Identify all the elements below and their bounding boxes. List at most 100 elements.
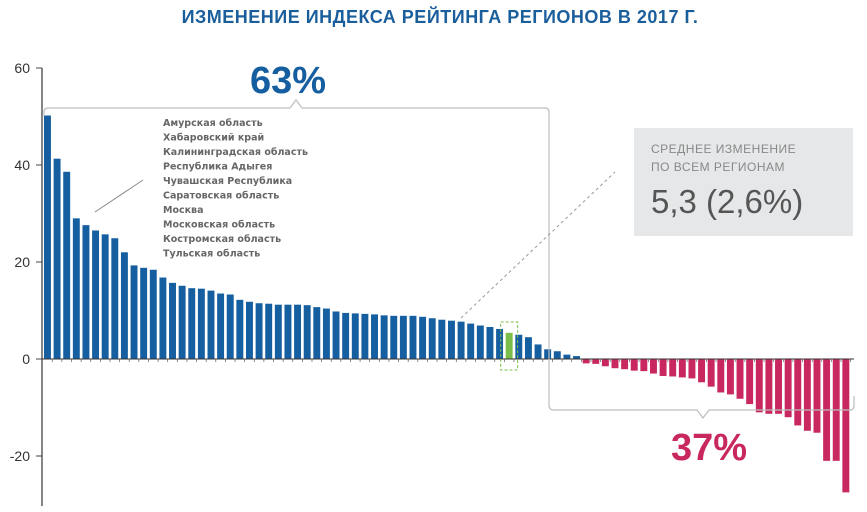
region-label: Московская область [163, 220, 275, 231]
bar [573, 356, 580, 359]
bar [448, 320, 455, 359]
bar [630, 359, 638, 371]
region-label: Саратовская область [163, 191, 279, 202]
bar [650, 359, 657, 374]
bar-average-highlight [505, 332, 513, 359]
bar [707, 359, 715, 387]
bar [207, 290, 215, 359]
bar [486, 326, 494, 359]
bar [111, 238, 119, 359]
top-regions-list: Амурская область Хабаровский край Калини… [163, 118, 308, 260]
x-tick-marks [51, 359, 852, 362]
bar [678, 359, 686, 378]
bar [467, 323, 475, 359]
bar [361, 313, 369, 359]
bar [746, 359, 754, 405]
region-label: Хабаровский край [163, 133, 264, 144]
bar [140, 267, 148, 359]
average-label-line2: ПО ВСЕМ РЕГИОНАМ [651, 160, 785, 174]
bar [284, 304, 292, 359]
bar [438, 319, 446, 359]
negative-share-label: 37% [671, 427, 747, 469]
bar [44, 115, 51, 359]
y-tick-label-20: 20 [14, 254, 30, 270]
bar [178, 285, 186, 359]
bar [563, 354, 571, 359]
positive-bracket [43, 99, 550, 359]
bar [688, 359, 696, 379]
top-regions-pointer [94, 179, 144, 213]
bar [371, 314, 378, 359]
bar [717, 359, 725, 393]
bar [313, 307, 321, 359]
bar [842, 359, 850, 493]
bar [130, 265, 138, 359]
bar [457, 321, 465, 359]
bar [380, 315, 388, 359]
bar [351, 313, 359, 359]
bar [332, 311, 340, 359]
bar [534, 344, 542, 359]
bar [72, 218, 80, 359]
bar [669, 359, 677, 377]
bar [274, 304, 282, 359]
bar [794, 359, 802, 426]
bar [659, 359, 667, 376]
bar [120, 252, 128, 359]
bar [582, 359, 590, 364]
bar [601, 359, 609, 367]
positive-share-label: 63% [250, 60, 326, 102]
bar [226, 294, 234, 359]
y-tick-label-minus20: -20 [10, 448, 30, 464]
bar [755, 359, 763, 413]
bar [255, 303, 263, 359]
y-axis: 60 40 20 0 -20 [10, 60, 43, 506]
bar [621, 359, 629, 370]
region-label: Республика Адыгея [163, 162, 272, 173]
bar [53, 158, 61, 359]
bar [217, 293, 225, 359]
bar [476, 325, 484, 359]
region-label: Москва [163, 205, 203, 216]
bar [611, 359, 619, 369]
bars-group [44, 115, 850, 493]
bar [390, 315, 398, 359]
bar [169, 282, 176, 359]
bar [640, 359, 648, 372]
average-pointer-line [460, 171, 616, 319]
bar [428, 318, 436, 359]
bar [515, 334, 523, 359]
bar [149, 269, 157, 359]
bar [322, 308, 330, 359]
bar [592, 359, 600, 364]
bar [409, 315, 417, 359]
bar [496, 328, 504, 359]
average-highlight-frame [500, 321, 519, 371]
y-tick-label-0: 0 [22, 351, 30, 367]
bar [236, 299, 244, 359]
bar [726, 359, 734, 395]
region-label: Амурская область [163, 118, 263, 129]
bar [63, 171, 71, 359]
region-label: Чувашская Республика [163, 176, 292, 187]
bar [342, 312, 350, 359]
region-label: Костромская область [163, 234, 281, 245]
region-label: Калининградская область [163, 147, 308, 158]
bar [803, 359, 811, 431]
bar [159, 277, 167, 359]
average-value: 5,3 (2,6%) [651, 183, 803, 220]
bar [101, 234, 109, 359]
bar [736, 359, 744, 399]
bar [303, 305, 311, 359]
region-label: Тульская область [163, 249, 260, 260]
y-tick-label-40: 40 [14, 157, 30, 173]
bar [92, 230, 100, 359]
bar [265, 303, 273, 359]
bar [524, 337, 532, 359]
bar [813, 359, 821, 433]
bar [775, 359, 782, 414]
chart-title: ИЗМЕНЕНИЕ ИНДЕКСА РЕЙТИНГА РЕГИОНОВ В 20… [182, 6, 699, 27]
y-tick-label-60: 60 [14, 60, 30, 76]
bar [784, 359, 792, 418]
